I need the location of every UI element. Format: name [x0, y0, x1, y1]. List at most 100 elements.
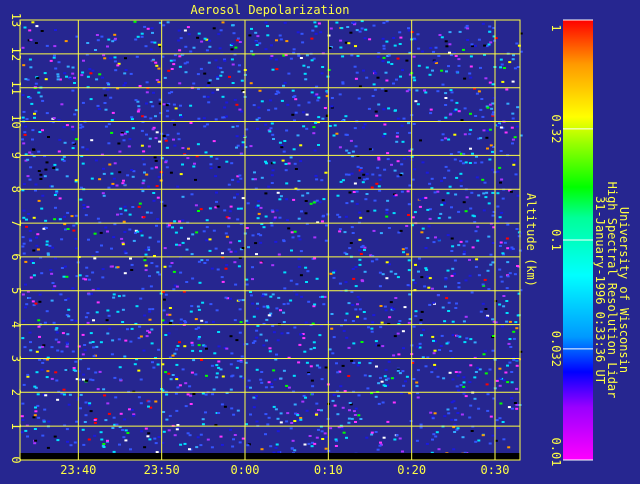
- data-speckle: [54, 371, 58, 374]
- data-speckle: [181, 241, 185, 244]
- data-speckle: [336, 413, 340, 416]
- data-speckle: [383, 123, 387, 126]
- data-speckle: [44, 227, 48, 229]
- data-speckle: [67, 315, 71, 318]
- data-speckle: [412, 123, 416, 125]
- data-speckle: [363, 249, 366, 251]
- data-speckle: [363, 317, 367, 320]
- data-speckle: [356, 303, 359, 306]
- data-speckle: [330, 313, 334, 315]
- data-speckle: [486, 129, 490, 132]
- data-speckle: [306, 192, 310, 195]
- data-speckle: [442, 377, 446, 380]
- data-speckle: [385, 277, 389, 280]
- data-speckle: [199, 433, 203, 436]
- data-speckle: [424, 247, 428, 249]
- data-speckle: [365, 436, 369, 439]
- data-speckle: [259, 206, 263, 209]
- data-speckle: [275, 353, 278, 356]
- data-speckle: [95, 251, 99, 253]
- data-speckle: [423, 89, 426, 92]
- data-speckle: [396, 117, 400, 120]
- data-speckle: [47, 136, 50, 138]
- data-speckle: [48, 244, 52, 247]
- data-speckle: [471, 214, 475, 217]
- data-speckle: [36, 404, 40, 407]
- data-speckle: [274, 358, 278, 361]
- data-speckle: [450, 91, 454, 94]
- data-speckle: [206, 84, 210, 87]
- data-speckle: [348, 409, 351, 412]
- data-speckle: [123, 250, 127, 253]
- data-speckle: [130, 118, 134, 121]
- data-speckle: [88, 402, 92, 405]
- data-speckle: [270, 174, 274, 177]
- data-speckle: [398, 43, 402, 45]
- data-speckle: [83, 349, 87, 352]
- data-speckle: [264, 215, 268, 218]
- data-speckle: [110, 172, 114, 175]
- data-speckle: [204, 151, 208, 154]
- data-speckle: [259, 234, 263, 237]
- credit-line-3: 31-January-1996 0:33:36 UT: [593, 196, 607, 384]
- data-speckle: [34, 410, 38, 413]
- data-speckle: [130, 116, 134, 119]
- data-speckle: [315, 364, 319, 367]
- data-speckle: [453, 272, 456, 275]
- data-speckle: [184, 405, 188, 408]
- data-speckle: [290, 231, 294, 234]
- data-speckle: [234, 250, 238, 253]
- data-speckle: [194, 318, 198, 321]
- data-speckle: [457, 210, 461, 213]
- data-speckle: [217, 33, 221, 36]
- data-speckle: [220, 403, 224, 406]
- data-speckle: [407, 88, 411, 91]
- data-speckle: [299, 274, 303, 277]
- data-speckle: [302, 394, 306, 397]
- data-speckle: [268, 347, 272, 350]
- data-speckle: [140, 32, 144, 35]
- data-speckle: [345, 436, 348, 439]
- data-speckle: [50, 299, 54, 302]
- data-speckle: [168, 307, 172, 309]
- data-speckle: [192, 359, 196, 362]
- data-speckle: [51, 282, 55, 284]
- data-speckle: [326, 91, 329, 94]
- data-speckle: [418, 205, 422, 208]
- data-speckle: [344, 41, 348, 44]
- data-speckle: [26, 158, 30, 161]
- data-speckle: [114, 396, 118, 399]
- data-speckle: [66, 297, 70, 300]
- plot-area: [19, 19, 523, 461]
- data-speckle: [239, 207, 243, 210]
- data-speckle: [172, 103, 176, 106]
- data-speckle: [271, 133, 275, 136]
- data-speckle: [360, 20, 364, 23]
- data-speckle: [258, 89, 262, 92]
- data-speckle: [145, 173, 149, 176]
- data-speckle: [456, 412, 460, 414]
- data-speckle: [241, 247, 245, 249]
- data-speckle: [93, 434, 97, 437]
- data-speckle: [167, 69, 171, 72]
- data-speckle: [387, 227, 391, 229]
- data-speckle: [121, 429, 125, 431]
- data-speckle: [170, 68, 174, 70]
- data-speckle: [255, 118, 259, 121]
- data-speckle: [181, 163, 184, 166]
- data-speckle: [130, 408, 134, 411]
- data-speckle: [84, 316, 88, 319]
- data-speckle: [507, 406, 511, 409]
- data-speckle: [453, 407, 457, 410]
- data-speckle: [176, 132, 180, 135]
- data-speckle: [347, 173, 351, 176]
- data-speckle: [118, 171, 122, 174]
- data-speckle: [71, 72, 75, 75]
- data-speckle: [396, 175, 400, 178]
- data-speckle: [425, 268, 429, 271]
- data-speckle: [309, 365, 313, 368]
- data-speckle: [66, 211, 70, 214]
- data-speckle: [465, 337, 469, 340]
